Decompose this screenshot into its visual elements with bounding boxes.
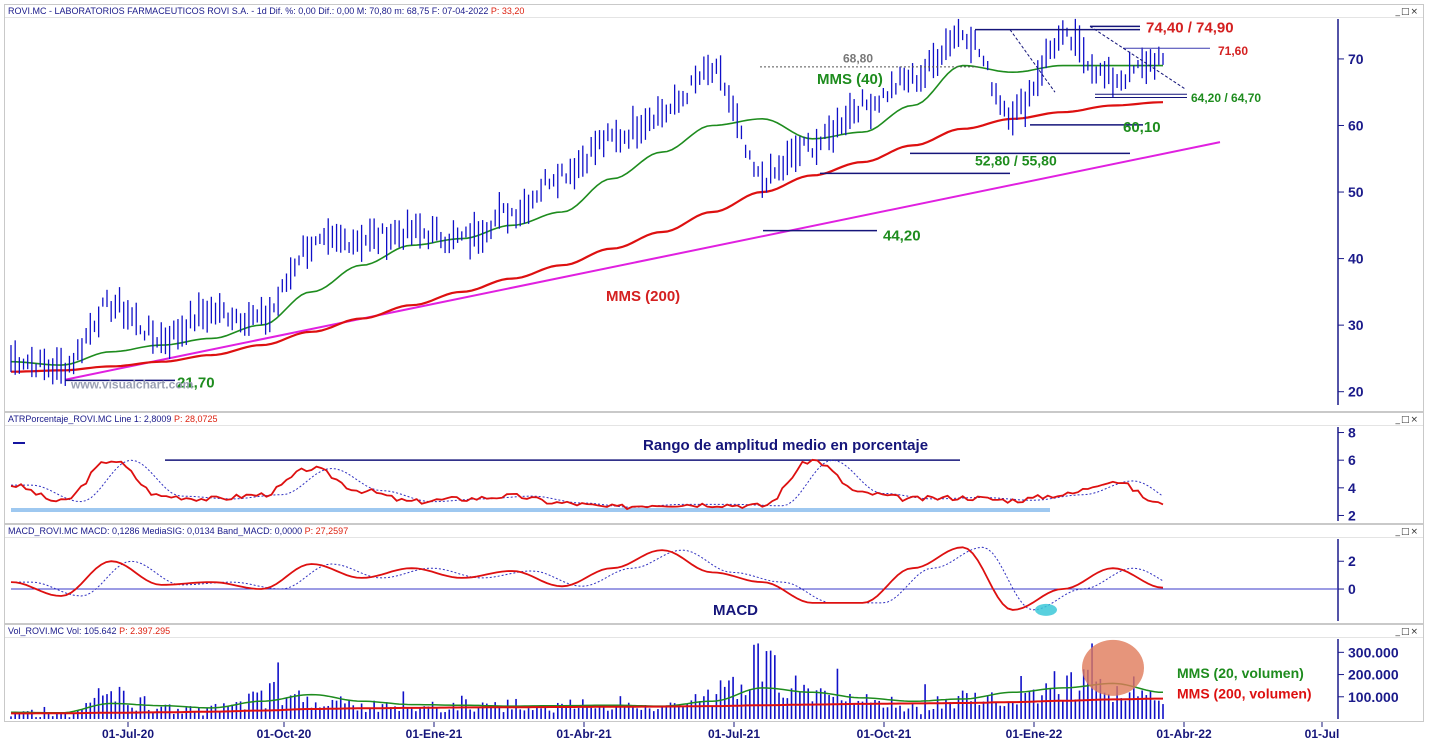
volume-panel-header: Vol_ROVI.MC Vol: 105.642 P: 2.397.295 _□… — [5, 625, 1423, 638]
price-panel: ROVI.MC - LABORATORIOS FARMACEUTICOS ROV… — [4, 4, 1424, 412]
volume-header-text: Vol_ROVI.MC Vol: 105.642 — [8, 626, 117, 636]
mms40-line — [10, 64, 1163, 366]
atr-tick-label: 2 — [1348, 507, 1356, 523]
label-5280: 52,80 / 55,80 — [975, 152, 1057, 168]
label-mms40: MMS (40) — [817, 71, 883, 88]
triangle-left-line — [1009, 29, 1056, 93]
label-6880: 68,80 — [843, 51, 873, 65]
vol-mms200-line — [11, 697, 1163, 715]
close-icon[interactable]: × — [1410, 627, 1419, 637]
macd-header-text: MACD_ROVI.MC MACD: 0,1286 MediaSIG: 0,01… — [8, 526, 303, 536]
vol-highlight-ellipse — [1082, 639, 1144, 696]
price-chart[interactable]: 20 30 40 50 60 70 74,40 / 74,90 71,60 68,80 64,20… — [5, 5, 1423, 411]
price-header-p: P: 33,20 — [490, 6, 525, 16]
minimize-icon[interactable]: _ — [1395, 415, 1401, 425]
vol-tick-label: 100.000 — [1348, 689, 1399, 705]
atr-signal-line — [11, 459, 1164, 508]
price-tick-label: 20 — [1348, 384, 1364, 400]
label-2170: 21,70 — [177, 375, 215, 392]
label-6010: 60,10 — [1123, 119, 1161, 136]
volume-window-controls[interactable]: _□× — [1395, 626, 1419, 638]
minimize-icon[interactable]: _ — [1395, 527, 1401, 537]
macd-panel: MACD_ROVI.MC MACD: 0,1286 MediaSIG: 0,01… — [4, 524, 1424, 624]
label-7160: 71,60 — [1218, 44, 1248, 58]
volume-panel: Vol_ROVI.MC Vol: 105.642 P: 2.397.295 _□… — [4, 624, 1424, 722]
x-tick-label: 01-Oct-21 — [857, 727, 912, 741]
macd-window-controls[interactable]: _□× — [1395, 526, 1419, 538]
price-tick-label: 70 — [1348, 51, 1364, 67]
atr-header-p: P: 28,0725 — [173, 414, 218, 424]
x-tick-label: 01-Ene-22 — [1006, 727, 1063, 741]
price-window-controls[interactable]: _□× — [1395, 6, 1419, 18]
price-header-text: ROVI.MC - LABORATORIOS FARMACEUTICOS ROV… — [8, 6, 489, 16]
label-4420: 44,20 — [883, 228, 921, 245]
macd-header-p: P: 27,2597 — [304, 526, 349, 536]
label-7440: 74,40 / 74,90 — [1146, 19, 1234, 36]
x-tick-label: 01-Oct-20 — [257, 727, 312, 741]
restore-icon[interactable]: □ — [1400, 627, 1411, 637]
macd-title: MACD — [713, 602, 758, 619]
atr-tick-label: 6 — [1348, 452, 1356, 468]
atr-line — [10, 458, 1164, 511]
minimize-icon[interactable]: _ — [1395, 7, 1401, 17]
price-bars — [10, 18, 1164, 386]
price-panel-header: ROVI.MC - LABORATORIOS FARMACEUTICOS ROV… — [5, 5, 1423, 18]
macd-tick-label: 2 — [1348, 553, 1356, 569]
macd-tick-label: 0 — [1348, 581, 1356, 597]
price-tick-label: 40 — [1348, 251, 1364, 267]
close-icon[interactable]: × — [1410, 527, 1419, 537]
volume-header-p: P: 2.397.295 — [119, 626, 171, 636]
trend-line — [64, 141, 1221, 381]
atr-header-text: ATRPorcentaje_ROVI.MC Line 1: 2,8009 — [8, 414, 172, 424]
atr-window-controls[interactable]: _□× — [1395, 414, 1419, 426]
restore-icon[interactable]: □ — [1400, 527, 1411, 537]
price-tick-label: 60 — [1348, 117, 1364, 133]
macd-chart[interactable]: 0 2 MACD — [5, 525, 1423, 623]
macd-panel-header: MACD_ROVI.MC MACD: 0,1286 MediaSIG: 0,01… — [5, 525, 1423, 538]
volume-chart[interactable]: 100.000 200.000 300.000 MMS (20, volumen) MM… — [5, 625, 1423, 721]
x-tick-label: 01-Abr-22 — [1156, 727, 1212, 741]
atr-panel-header: ATRPorcentaje_ROVI.MC Line 1: 2,8009 P: … — [5, 413, 1423, 426]
close-icon[interactable]: × — [1410, 415, 1419, 425]
vol-tick-label: 300.000 — [1348, 644, 1399, 660]
price-tick-label: 30 — [1348, 317, 1364, 333]
x-tick-label: 01-Jul — [1305, 727, 1340, 741]
x-tick-label: 01-Ene-21 — [406, 727, 463, 741]
triangle-upper-line — [1089, 25, 1186, 90]
x-axis: 01-Jul-20 01-Oct-20 01-Ene-21 01-Abr-21 01-J… — [102, 722, 1340, 741]
restore-icon[interactable]: □ — [1400, 7, 1411, 17]
label-6420: 64,20 / 64,70 — [1191, 91, 1261, 105]
atr-panel: ATRPorcentaje_ROVI.MC Line 1: 2,8009 P: … — [4, 412, 1424, 524]
x-tick-label: 01-Abr-21 — [556, 727, 612, 741]
macd-highlight-ellipse — [1035, 603, 1057, 616]
vol-mms20-label: MMS (20, volumen) — [1177, 665, 1304, 681]
minimize-icon[interactable]: _ — [1395, 627, 1401, 637]
atr-chart[interactable]: 2 4 6 8 Rango de amplitud medio en porcentaj… — [5, 413, 1423, 523]
vol-tick-label: 200.000 — [1348, 667, 1399, 683]
atr-title: Rango de amplitud medio en porcentaje — [643, 437, 928, 454]
price-tick-label: 50 — [1348, 184, 1364, 200]
macd-line — [10, 546, 1164, 611]
mms200-line — [11, 101, 1164, 373]
atr-tick-label: 4 — [1348, 480, 1356, 496]
x-tick-label: 01-Jul-20 — [102, 727, 154, 741]
restore-icon[interactable]: □ — [1400, 415, 1411, 425]
watermark-text: www.visualchart.com — [70, 377, 193, 391]
atr-tick-label: 8 — [1348, 425, 1356, 441]
macd-signal-line — [11, 546, 1164, 611]
label-mms200: MMS (200) — [606, 288, 680, 305]
vol-mms200-label: MMS (200, volumen) — [1177, 686, 1312, 702]
vol-mms20-line — [11, 682, 1164, 714]
close-icon[interactable]: × — [1410, 7, 1419, 17]
x-tick-label: 01-Jul-21 — [708, 727, 760, 741]
